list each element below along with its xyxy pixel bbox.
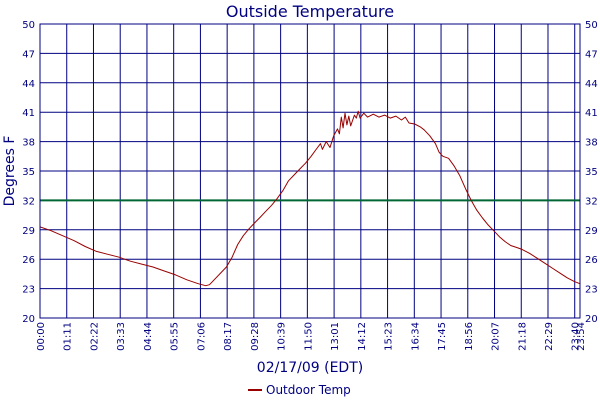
x-axis-title: 02/17/09 (EDT) xyxy=(257,360,363,376)
x-tick-label: 23:40 xyxy=(571,322,582,351)
legend-label-outdoor-temp: Outdoor Temp xyxy=(266,383,351,397)
y-tick-label-left: 32 xyxy=(22,196,35,207)
y-tick-label-left: 50 xyxy=(22,20,35,31)
x-tick-label: 21:18 xyxy=(517,322,528,351)
series-layer xyxy=(39,110,581,287)
y-axis-title: Degrees F xyxy=(2,136,18,207)
x-tick-label: 04:44 xyxy=(143,322,154,351)
y-tick-label-right: 47 xyxy=(585,49,598,60)
y-tick-label-left: 29 xyxy=(22,226,35,237)
grid xyxy=(39,23,581,319)
y-tick-label-right: 35 xyxy=(585,167,598,178)
y-tick-label-left: 35 xyxy=(22,167,35,178)
y-tick-label-left: 20 xyxy=(22,314,35,325)
plot-frame xyxy=(39,23,581,319)
legend: Outdoor Temp xyxy=(248,383,351,397)
y-tick-label-right: 26 xyxy=(585,255,598,266)
x-tick-label: 15:23 xyxy=(384,322,395,351)
y-tick-label-right: 41 xyxy=(585,108,598,119)
y-tick-label-right: 50 xyxy=(585,20,598,31)
x-tick-label: 18:56 xyxy=(464,322,475,351)
x-tick-label: 14:12 xyxy=(357,322,368,351)
x-tick-label: 22:29 xyxy=(544,322,555,351)
y-tick-label-left: 44 xyxy=(22,79,35,90)
y-tick-label-right: 38 xyxy=(585,138,598,149)
y-axis-right: 20 23 26 29 32 35 38 41 44 47 50 xyxy=(585,20,598,325)
x-tick-label: 16:34 xyxy=(410,322,421,351)
y-tick-label-left: 38 xyxy=(22,138,35,149)
y-axis-left: 20 23 26 29 32 35 38 41 44 47 50 xyxy=(22,20,35,325)
y-tick-label-right: 23 xyxy=(585,285,598,296)
x-tick-label: 01:11 xyxy=(63,322,74,351)
y-tick-label-left: 41 xyxy=(22,108,35,119)
x-tick-label: 17:45 xyxy=(437,322,448,351)
x-tick-label: 13:01 xyxy=(330,322,341,351)
y-tick-label-left: 47 xyxy=(22,49,35,60)
x-tick-label: 00:00 xyxy=(36,322,47,351)
y-tick-label-right: 20 xyxy=(585,314,598,325)
x-tick-label: 07:06 xyxy=(196,322,207,351)
x-tick-label: 03:33 xyxy=(116,322,127,351)
x-tick-label: 10:39 xyxy=(277,322,288,351)
y-tick-label-left: 26 xyxy=(22,255,35,266)
chart-title: Outside Temperature xyxy=(226,2,394,21)
y-tick-label-right: 32 xyxy=(585,196,598,207)
x-axis: 00:00 01:11 02:22 03:33 04:44 05:55 07:06 08:17… xyxy=(36,322,587,351)
x-tick-label: 23:54 xyxy=(576,322,587,351)
x-tick-label: 09:28 xyxy=(250,322,261,351)
x-tick-label: 08:17 xyxy=(223,322,234,351)
x-tick-label: 11:50 xyxy=(303,322,314,351)
x-tick-label: 20:07 xyxy=(491,322,502,351)
series-line-outdoor-temp xyxy=(39,110,581,287)
x-tick-label: 05:55 xyxy=(170,322,181,351)
x-tick-label: 02:22 xyxy=(89,322,100,351)
y-tick-label-right: 44 xyxy=(585,79,598,90)
y-tick-label-left: 23 xyxy=(22,285,35,296)
y-tick-label-right: 29 xyxy=(585,226,598,237)
